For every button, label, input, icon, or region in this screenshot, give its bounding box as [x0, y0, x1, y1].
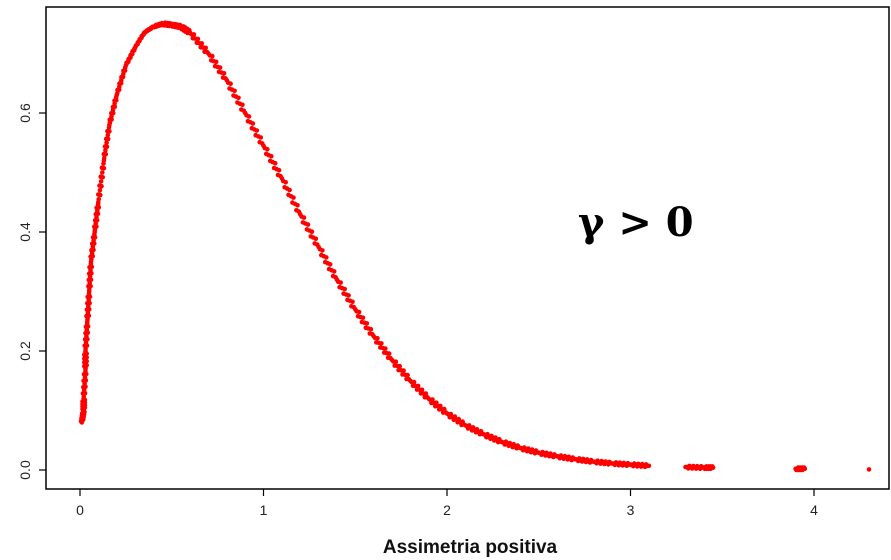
data-point [802, 466, 808, 472]
data-point [401, 368, 406, 373]
data-point [287, 187, 292, 193]
data-point [383, 346, 388, 351]
y-axis: 0.0 0.2 0.4 0.6 [17, 103, 46, 480]
data-point [250, 121, 256, 126]
x-axis: 0 1 2 3 4 [76, 489, 818, 518]
data-point [350, 299, 355, 305]
data-point [405, 372, 410, 378]
data-point [265, 146, 270, 152]
gamma-annotation: γ > 0 [578, 199, 694, 246]
data-point [105, 128, 110, 134]
data-point [342, 286, 348, 292]
data-point [283, 180, 289, 185]
data-point [423, 391, 429, 396]
data-point [327, 262, 333, 267]
data-point [258, 135, 264, 140]
data-point [364, 321, 370, 326]
data-point [96, 192, 101, 197]
data-point [199, 41, 205, 46]
y-tick-label: 0.6 [17, 103, 33, 123]
data-point [115, 87, 120, 93]
data-point [710, 465, 716, 470]
data-point [100, 170, 105, 175]
data-point [276, 167, 282, 173]
data-point [103, 148, 108, 153]
data-point [98, 174, 103, 179]
data-point [305, 222, 311, 227]
data-point [419, 387, 425, 393]
plot-frame [45, 6, 890, 490]
data-point [331, 269, 337, 274]
data-point [346, 293, 351, 298]
data-point [232, 88, 237, 94]
data-point [104, 140, 109, 145]
data-point [386, 351, 392, 356]
data-point [338, 280, 344, 285]
data-point [96, 197, 101, 202]
data-point [397, 363, 403, 369]
data-point [240, 102, 245, 108]
data-point [324, 255, 329, 260]
data-point [295, 203, 300, 208]
data-point [360, 315, 366, 321]
data-point [415, 383, 421, 389]
y-tick-label: 0.0 [17, 460, 33, 480]
data-point [320, 248, 325, 253]
data-point [269, 153, 274, 159]
data-point [203, 45, 208, 51]
y-tick-label: 0.2 [17, 341, 33, 361]
data-point [99, 165, 105, 171]
data-point [866, 467, 872, 472]
data-point [191, 32, 197, 37]
data-point [375, 336, 380, 341]
data-point [105, 132, 111, 138]
data-point [97, 183, 102, 188]
data-point [313, 236, 319, 241]
data-point [97, 188, 103, 193]
data-point [254, 128, 260, 133]
data-point [221, 71, 227, 76]
data-point [356, 309, 362, 315]
data-point [217, 65, 223, 70]
data-point [101, 155, 107, 161]
data-point [228, 81, 233, 86]
x-tick-label: 4 [810, 502, 818, 518]
data-point [379, 341, 384, 346]
data-point [98, 179, 104, 184]
data-point [646, 463, 652, 469]
data-point [213, 59, 219, 65]
data-point [291, 195, 296, 200]
data-point [102, 144, 108, 149]
data-point [272, 160, 278, 166]
data-point [368, 326, 374, 332]
x-tick-label: 2 [443, 502, 451, 518]
data-series [78, 20, 872, 473]
data-point [236, 95, 241, 101]
x-tick-label: 1 [260, 502, 268, 518]
y-tick-label: 0.4 [17, 222, 33, 242]
data-point [210, 53, 215, 59]
data-point [246, 114, 252, 119]
data-point [301, 215, 307, 220]
x-tick-label: 3 [627, 502, 635, 518]
data-point [195, 36, 201, 42]
data-point [393, 359, 399, 365]
data-point [103, 136, 109, 142]
x-tick-label: 0 [76, 502, 84, 518]
x-axis-title: Assimetria positiva [383, 537, 558, 558]
data-point [101, 151, 107, 157]
data-point [411, 379, 417, 385]
data-point [309, 229, 315, 234]
